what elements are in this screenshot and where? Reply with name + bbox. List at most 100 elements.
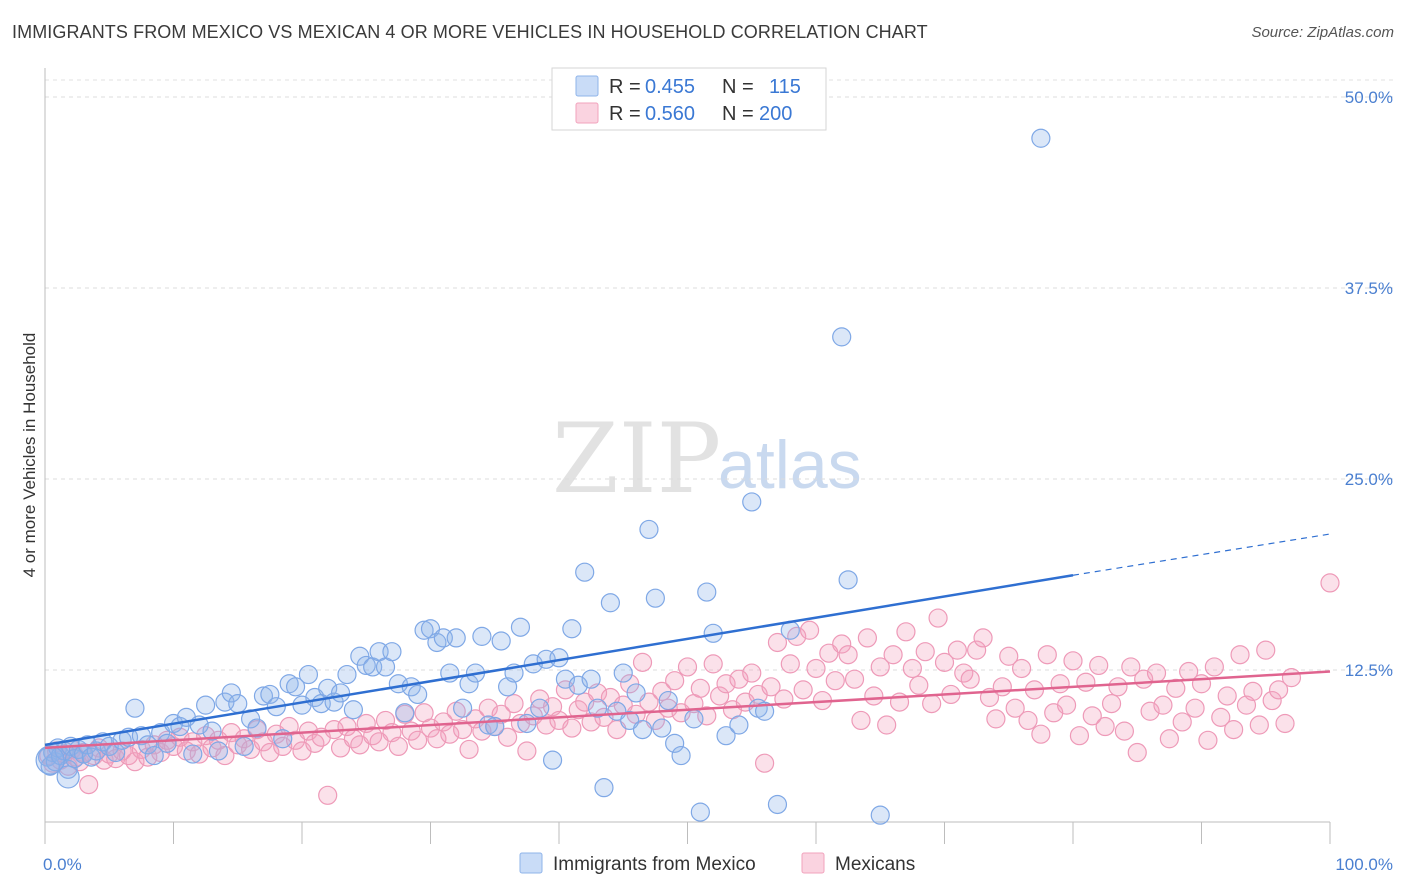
mexicans-point: [986, 709, 1006, 729]
immigrants-point: [247, 718, 267, 738]
immigrants-point: [632, 719, 653, 740]
mexicans-point: [440, 724, 460, 744]
mexicans-point: [1172, 712, 1192, 732]
immigrants-point: [517, 713, 537, 734]
immigrants-point: [729, 715, 749, 735]
mexicans-point: [459, 739, 479, 760]
mexicans-point: [928, 608, 948, 628]
immigrants-point: [697, 582, 717, 602]
mexicans-point: [375, 710, 396, 731]
immigrants-point: [562, 619, 582, 639]
tick-labels: 12.5% 25.0% 37.5% 50.0% 0.0% 100.0%: [43, 88, 1393, 874]
y-axis-label: 4 or more Vehicles in Household: [20, 333, 39, 578]
mexicans-point: [710, 686, 730, 706]
mexicans-point: [754, 753, 775, 773]
mexicans-trend-line: [44, 670, 1331, 750]
mexicans-point: [677, 657, 698, 677]
mexicans-point: [1146, 663, 1167, 683]
immigrants-point: [1031, 128, 1051, 148]
mexicans-point: [703, 654, 723, 674]
mexicans-point: [799, 620, 820, 640]
y-tick-label-2: 37.5%: [1345, 279, 1393, 298]
mexicans-point: [1056, 695, 1077, 715]
immigrants-point: [575, 562, 595, 582]
y-tick-label-0: 12.5%: [1345, 661, 1393, 680]
mexicans-point: [1224, 719, 1244, 740]
mexicans-point: [79, 774, 99, 795]
mexicans-point: [1069, 726, 1090, 746]
immigrants-point: [626, 683, 646, 703]
mexicans-point: [922, 694, 942, 714]
immigrants-point: [665, 733, 685, 753]
mexicans-point: [632, 652, 653, 672]
mexicans-point: [999, 646, 1019, 666]
source-credit: Source: ZipAtlas.com: [1251, 24, 1394, 41]
mexicans-point: [1011, 658, 1032, 679]
chart-title: IMMIGRANTS FROM MEXICO VS MEXICAN 4 OR M…: [12, 22, 928, 42]
mexicans-point: [491, 704, 511, 724]
mexicans-point: [1063, 651, 1083, 671]
mexicans-point: [909, 675, 929, 695]
immigrants-point: [221, 683, 241, 703]
mexicans-point: [555, 680, 576, 700]
trend-lines: [44, 533, 1331, 750]
legend-bottom-label-mexicans: Mexicans: [835, 854, 915, 875]
mexicans-point: [408, 730, 428, 750]
legend-bottom-swatch-blue: [519, 852, 543, 874]
immigrants-point: [594, 778, 614, 798]
immigrants-point: [472, 626, 492, 646]
mexicans-point: [568, 700, 588, 720]
y-tick-label-3: 50.0%: [1345, 88, 1393, 107]
mexicans-point: [504, 694, 524, 714]
mexicans-point: [857, 628, 878, 648]
mexicans-point: [388, 736, 408, 757]
immigrants-point: [658, 690, 678, 711]
mexicans-point: [902, 658, 922, 679]
mexicans-point: [536, 715, 556, 735]
mexicans-point: [973, 628, 993, 648]
immigrants-point: [253, 686, 274, 706]
immigrants-point: [382, 642, 402, 662]
mexicans-point: [427, 729, 447, 749]
mexicans-point: [825, 671, 845, 691]
legend-n-value-1: 115: [769, 76, 801, 98]
mexicans-point: [125, 752, 145, 772]
x-tick-label-min: 0.0%: [43, 855, 82, 874]
immigrants-point: [285, 677, 306, 697]
immigrants-point: [639, 519, 659, 540]
mexicans-point: [453, 719, 473, 740]
immigrants-point: [542, 750, 563, 770]
watermark-zip: ZIP: [552, 403, 721, 515]
immigrants-point: [453, 698, 473, 718]
immigrants-point: [742, 492, 762, 512]
mexicans-point: [1089, 655, 1109, 676]
immigrants-point: [581, 669, 601, 689]
mexicans-point: [1268, 680, 1289, 700]
series-legend: Immigrants from Mexico Mexicans: [519, 852, 915, 875]
mexicans-point: [1198, 730, 1218, 750]
mexicans-point: [517, 741, 537, 761]
mexicans-point: [1185, 698, 1205, 718]
immigrants-point: [446, 628, 466, 648]
mexicans-point: [767, 632, 788, 653]
immigrants-point-cluster: [56, 765, 80, 789]
mexicans-point: [1204, 657, 1224, 677]
mexicans-point: [1256, 640, 1276, 660]
mexicans-point: [896, 622, 916, 642]
immigrants-point: [838, 570, 858, 590]
watermark-atlas: atlas: [718, 427, 862, 503]
immigrants-point: [716, 726, 736, 746]
immigrants-point: [671, 745, 691, 766]
legend-r-label-1: R =: [609, 76, 641, 98]
mexicans-point: [1101, 694, 1122, 714]
legend-r-value-2: 0.560: [645, 103, 695, 125]
mexicans-point: [1121, 657, 1141, 677]
immigrants-point: [298, 664, 319, 685]
immigrants-point: [260, 684, 280, 705]
immigrants-point: [587, 698, 608, 718]
mexicans-point: [1114, 721, 1135, 741]
mexicans-point: [915, 642, 935, 662]
mexicans-point: [1320, 573, 1340, 593]
mexicans-point: [1281, 668, 1302, 688]
mexicans-point: [1153, 695, 1173, 715]
